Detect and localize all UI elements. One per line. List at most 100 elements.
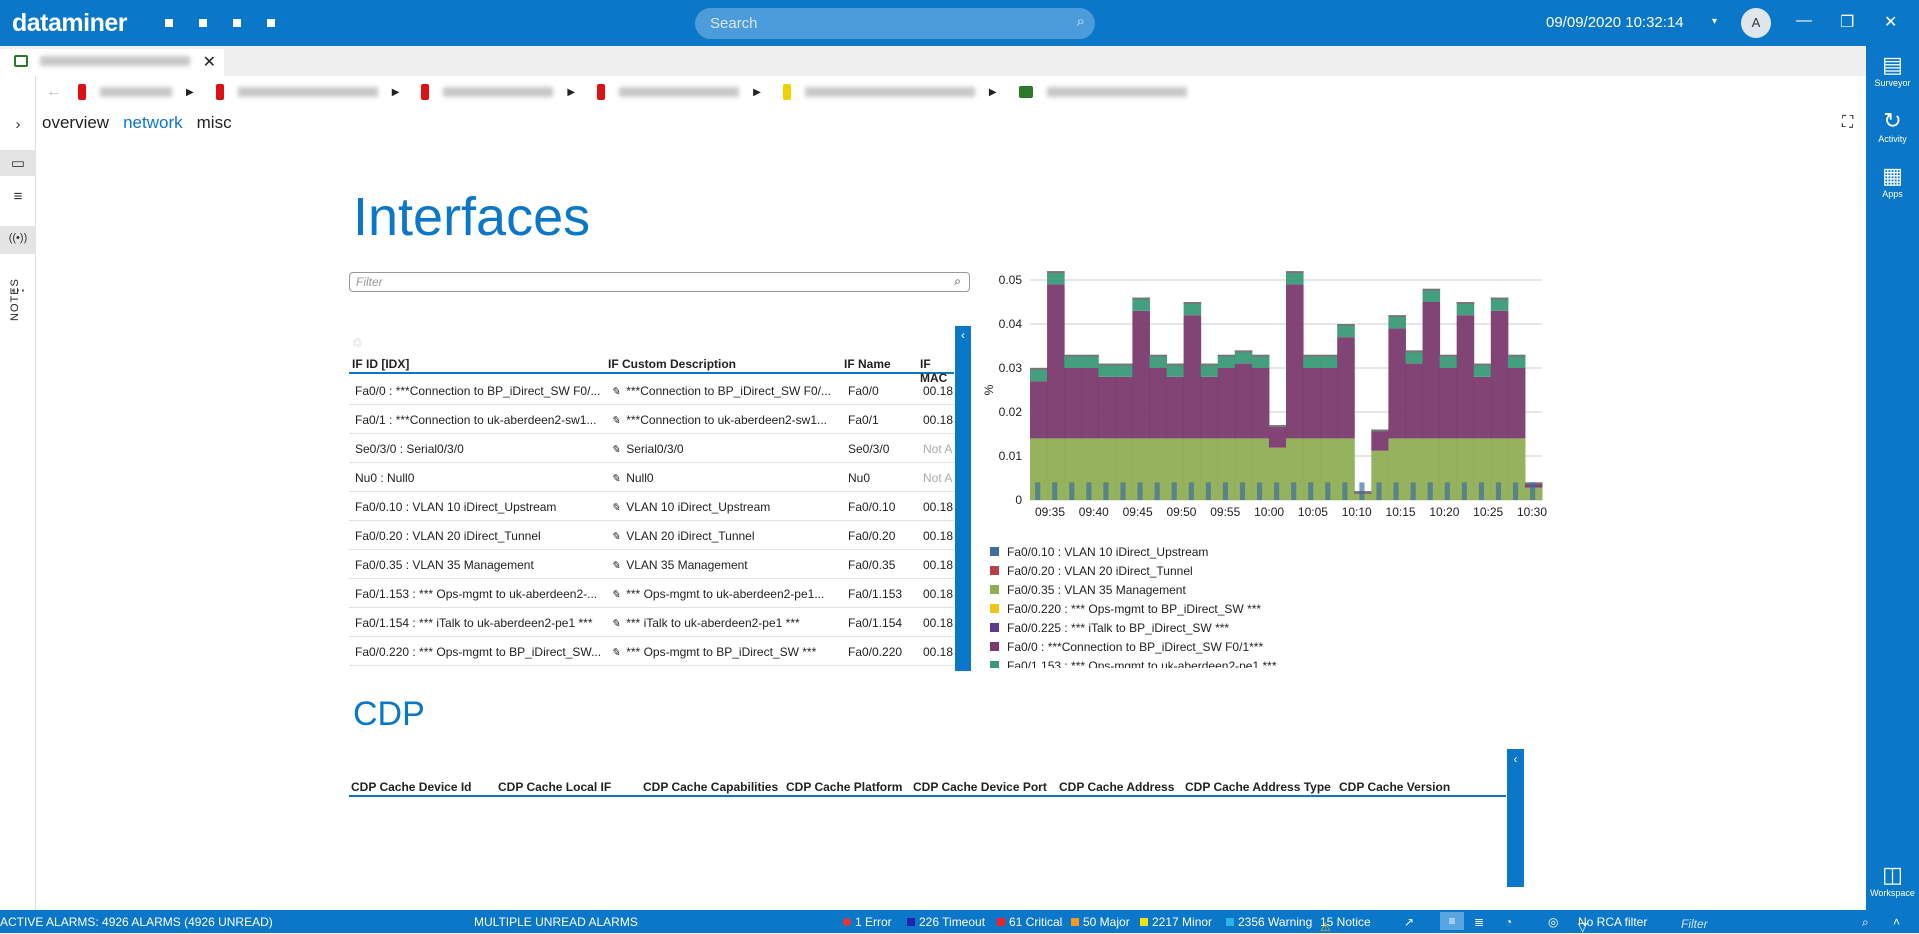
interfaces-filter-input[interactable]: Filter ⌕	[349, 272, 970, 292]
activity-button[interactable]: ↻ Activity	[1866, 108, 1919, 144]
breadcrumb-item[interactable]: ▶	[78, 84, 194, 100]
table-row[interactable]: Fa0/1.153 : *** Ops-mgmt to uk-aberdeen2…	[349, 579, 954, 608]
cell-custom-description[interactable]: ✎ VLAN 35 Management	[611, 558, 748, 572]
tab-overview[interactable]: overview	[42, 113, 110, 132]
table-row[interactable]: Fa0/0.10 : VLAN 10 iDirect_Upstream ✎ VLAN…	[349, 492, 954, 521]
table-row[interactable]: Se0/3/0 : Serial0/3/0 ✎ Serial0/3/0 Se0/3/0…	[349, 434, 954, 463]
pie-chart-icon[interactable]: ◔	[1505, 915, 1513, 929]
column-header[interactable]: CDP Cache Local IF	[498, 780, 612, 794]
notice-count[interactable]: ⚠ 15 Notice	[1320, 915, 1371, 934]
active-alarms-count[interactable]: ACTIVE ALARMS: 4926 ALARMS (4926 UNREAD)	[0, 915, 273, 929]
table-row[interactable]: Fa0/0.35 : VLAN 35 Management ✎ VLAN 35 Ma…	[349, 550, 954, 579]
pencil-icon[interactable]: ✎	[611, 473, 621, 485]
tab-network[interactable]: network	[123, 113, 183, 132]
breadcrumb-item[interactable]: ▶	[421, 84, 575, 100]
list-view-icon[interactable]: ≡	[1440, 912, 1464, 930]
breadcrumb-item[interactable]: ▶	[782, 84, 997, 100]
alarm-filter-input[interactable]: Filter	[1675, 912, 1835, 931]
column-header[interactable]: IF ID [IDX]	[352, 357, 410, 371]
back-arrow-icon[interactable]: ←	[46, 83, 62, 100]
pencil-icon[interactable]: ✎	[611, 386, 621, 398]
table-row[interactable]: Fa0/0.20 : VLAN 20 iDirect_Tunnel ✎ VLAN 2…	[349, 521, 954, 550]
close-icon[interactable]: ✕	[202, 54, 216, 71]
pencil-icon[interactable]: ✎	[611, 444, 621, 456]
fullscreen-icon[interactable]: ⛶	[1842, 114, 1854, 131]
more-icon[interactable]: ⋯	[10, 282, 26, 299]
breadcrumb-item[interactable]	[1018, 86, 1187, 98]
apps-button[interactable]: ▦ Apps	[1866, 163, 1919, 199]
timeout-count[interactable]: 226 Timeout	[907, 915, 985, 929]
error-count[interactable]: 1 Error	[843, 915, 892, 929]
chevron-right-icon[interactable]: ›	[15, 116, 21, 133]
legend-item[interactable]: Fa0/0.20 : VLAN 20 iDirect_Tunnel	[990, 561, 1290, 580]
search-input[interactable]: Search ⌕	[695, 8, 1095, 39]
column-header[interactable]: CDP Cache Address Type	[1185, 780, 1331, 794]
multiple-unread-alarms[interactable]: MULTIPLE UNREAD ALARMS	[474, 915, 638, 929]
critical-count[interactable]: 61 Critical	[997, 915, 1062, 929]
sort-icon[interactable]: ≣	[1474, 915, 1485, 929]
tab-misc[interactable]: misc	[196, 113, 232, 132]
workspace-button[interactable]: ◫ Workspace	[1866, 862, 1919, 898]
legend-item[interactable]: Fa0/0.35 : VLAN 35 Management	[990, 580, 1290, 599]
surveyor-button[interactable]: ▤ Surveyor	[1866, 52, 1919, 88]
avatar[interactable]: A	[1741, 8, 1771, 38]
table-row[interactable]: Fa0/1.154 : *** iTalk to uk-aberdeen2-pe…	[349, 608, 954, 637]
legend-item[interactable]: Fa0/0 : ***Connection to BP_iDirect_SW F…	[990, 637, 1290, 656]
chevron-down-icon[interactable]: ▾	[1712, 16, 1718, 27]
pencil-icon[interactable]: ✎	[611, 589, 621, 601]
table-row[interactable]: Fa0/0 : ***Connection to BP_iDirect_SW F…	[349, 376, 954, 405]
warning-count[interactable]: 2356 Warning	[1226, 915, 1312, 929]
cell-custom-description[interactable]: ✎ ***Connection to uk-aberdeen2-sw1...	[611, 413, 828, 427]
app-logo[interactable]: dataminer	[12, 9, 127, 37]
cell-custom-description[interactable]: ✎ VLAN 10 iDirect_Upstream	[611, 500, 771, 514]
pencil-icon[interactable]: ✎	[611, 560, 621, 572]
cell-custom-description[interactable]: ✎ ***Connection to BP_iDirect_SW F0/...	[611, 384, 831, 398]
cell-custom-description[interactable]: ✎ Serial0/3/0	[611, 442, 684, 456]
pencil-icon[interactable]: ✎	[611, 531, 621, 543]
focus-icon[interactable]: ◎	[1548, 915, 1559, 929]
table-row[interactable]: Fa0/0.220 : *** Ops-mgmt to BP_iDirect_S…	[349, 637, 954, 666]
monitor-icon[interactable]: ▭	[0, 150, 36, 176]
broadcast-icon[interactable]: ((•))	[0, 226, 36, 254]
trend-icon[interactable]: ↗	[1404, 915, 1415, 929]
column-header[interactable]: CDP Cache Capabilities	[643, 780, 779, 794]
column-header[interactable]: IF MAC	[920, 357, 948, 385]
close-icon[interactable]: ✕	[1884, 14, 1898, 31]
rca-filter[interactable]: ▽ No RCA filter	[1578, 915, 1648, 934]
restore-icon[interactable]: ❐	[1840, 14, 1855, 31]
cell-custom-description[interactable]: ✎ *** iTalk to uk-aberdeen2-pe1 ***	[611, 616, 800, 630]
column-header[interactable]: IF Custom Description	[608, 357, 737, 371]
pencil-icon[interactable]: ✎	[611, 647, 621, 659]
minor-count[interactable]: 2217 Minor	[1140, 915, 1212, 929]
chevron-up-icon[interactable]: ˄	[1893, 915, 1901, 929]
search-icon[interactable]: ⌕	[954, 274, 961, 288]
minimize-icon[interactable]: —	[1796, 12, 1812, 29]
cell-custom-description[interactable]: ✎ VLAN 20 iDirect_Tunnel	[611, 529, 755, 543]
major-count[interactable]: 50 Major	[1071, 915, 1130, 929]
column-header[interactable]: IF Name	[844, 357, 891, 371]
breadcrumb-item[interactable]: ▶	[597, 84, 761, 100]
pencil-icon[interactable]: ✎	[611, 415, 621, 427]
card-dots[interactable]	[165, 19, 275, 27]
legend-item[interactable]: Fa0/0.225 : *** iTalk to BP_iDirect_SW *…	[990, 618, 1290, 637]
collapse-panel-button[interactable]: ‹	[955, 326, 971, 671]
legend-item[interactable]: Fa0/0.10 : VLAN 10 iDirect_Upstream	[990, 542, 1290, 561]
notes-label[interactable]: NOTES	[9, 278, 21, 321]
column-header[interactable]: CDP Cache Device Port	[913, 780, 1047, 794]
collapse-panel-button[interactable]: ‹	[1507, 749, 1524, 887]
table-row[interactable]: Fa0/1 : ***Connection to uk-aberdeen2-sw…	[349, 405, 954, 434]
search-icon[interactable]: ⌕	[1862, 915, 1869, 929]
cell-custom-description[interactable]: ✎ Null0	[611, 471, 654, 485]
cell-custom-description[interactable]: ✎ *** Ops-mgmt to uk-aberdeen2-pe1...	[611, 587, 825, 601]
column-header[interactable]: CDP Cache Platform	[786, 780, 903, 794]
search-icon[interactable]: ⌕	[1076, 13, 1085, 30]
column-header[interactable]: CDP Cache Address	[1059, 780, 1175, 794]
legend-item[interactable]: Fa0/1.153 : *** Ops-mgmt to uk-aberdeen2…	[990, 656, 1290, 668]
pencil-icon[interactable]: ✎	[611, 502, 621, 514]
sliders-icon[interactable]: ≡	[13, 188, 23, 205]
table-row[interactable]: Nu0 : Null0 ✎ Null0 Nu0 Not A	[349, 463, 954, 492]
column-header[interactable]: CDP Cache Device Id	[351, 780, 472, 794]
breadcrumb-item[interactable]: ▶	[215, 84, 399, 100]
column-header[interactable]: CDP Cache Version	[1339, 780, 1451, 794]
element-tab[interactable]: ✕	[0, 49, 224, 76]
